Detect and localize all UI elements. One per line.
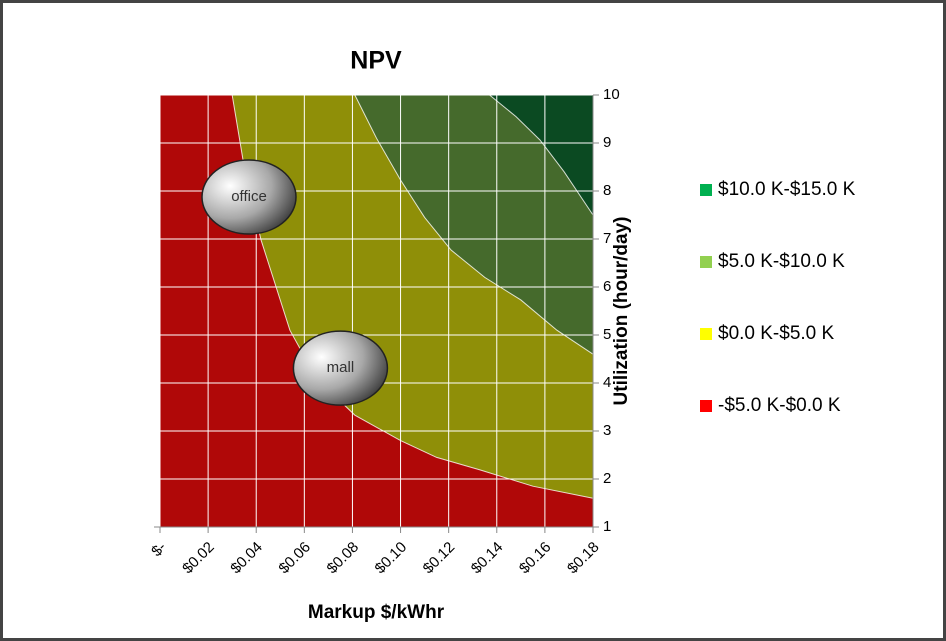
legend-swatch — [700, 256, 712, 268]
y-tick-label: 6 — [603, 278, 611, 295]
y-axis-label: Utilization (hour/day) — [611, 217, 632, 406]
y-tick-label: 7 — [603, 230, 611, 247]
legend-swatch — [700, 328, 712, 340]
contour-band — [354, 95, 593, 355]
y-tick-label: 8 — [603, 182, 611, 199]
legend-swatch — [700, 400, 712, 412]
legend-label: -$5.0 K-$0.0 K — [718, 395, 841, 416]
contour-band — [489, 95, 593, 215]
y-tick-label: 3 — [603, 422, 611, 439]
y-tick-label: 5 — [603, 326, 611, 343]
y-tick-label: 4 — [603, 374, 611, 391]
y-tick-label: 2 — [603, 470, 611, 487]
y-tick-label: 9 — [603, 134, 611, 151]
x-axis-label: Markup $/kWhr — [308, 602, 445, 623]
annotation-text: office — [231, 188, 267, 205]
chart-title: NPV — [350, 47, 402, 75]
legend-label: $0.0 K-$5.0 K — [718, 323, 835, 344]
legend-label: $10.0 K-$15.0 K — [718, 179, 856, 200]
annotation-bubble — [201, 159, 297, 235]
annotation-bubble — [292, 330, 389, 406]
y-tick-label: 10 — [603, 86, 620, 103]
legend-label: $5.0 K-$10.0 K — [718, 251, 845, 272]
y-tick-label: 1 — [603, 518, 611, 535]
contour-line — [489, 94, 594, 216]
annotation-text: mall — [327, 359, 355, 376]
legend-swatch — [700, 184, 712, 196]
